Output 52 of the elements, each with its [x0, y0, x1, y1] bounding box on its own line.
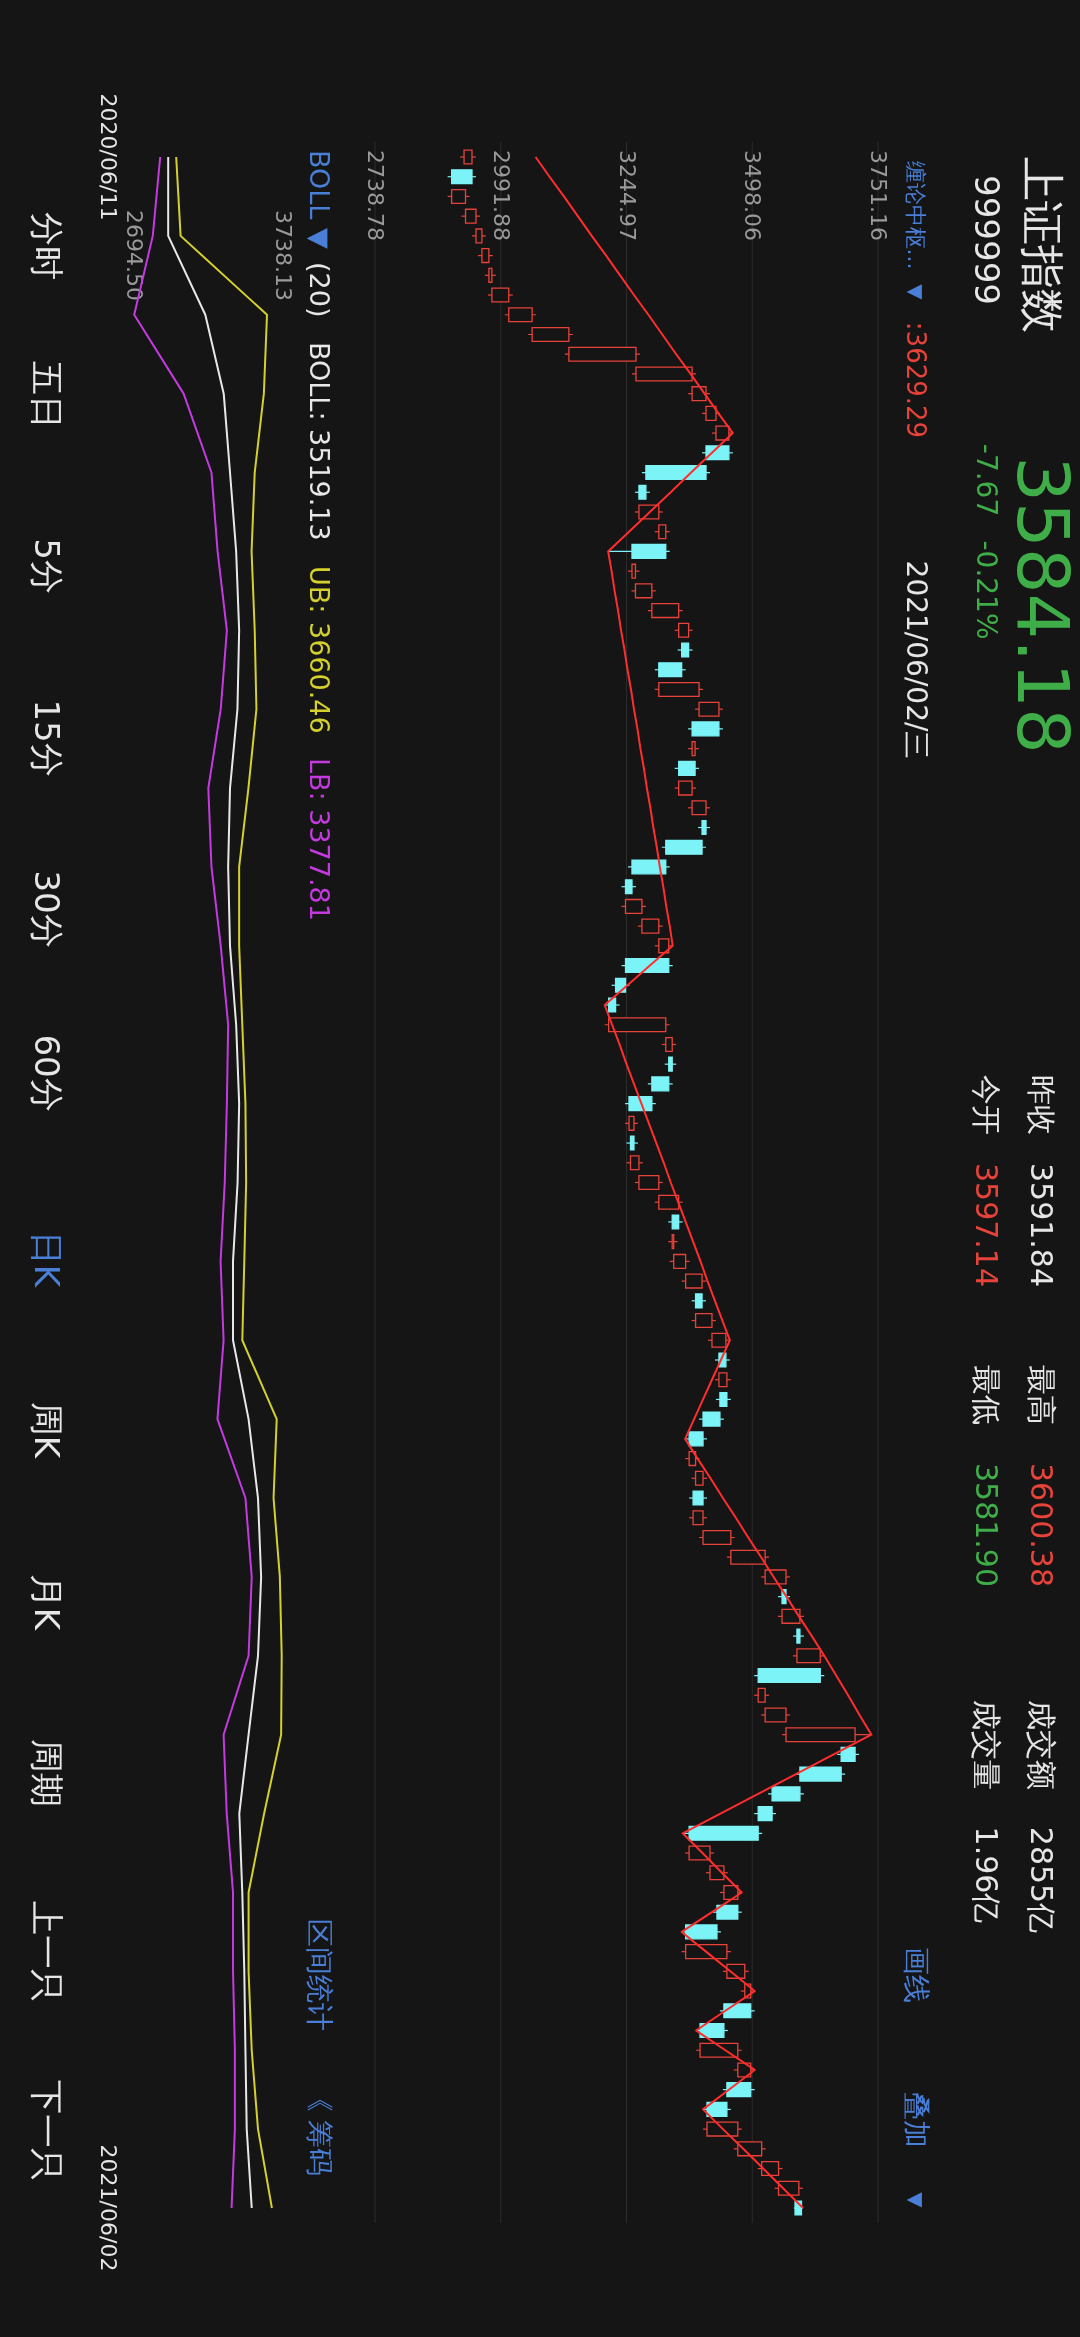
text: 最低 — [969, 1365, 1004, 1425]
text: 区间统计 — [303, 1919, 336, 2031]
text: 上一只 — [27, 1901, 67, 2003]
text: 30分 — [27, 870, 67, 948]
text: 月K — [27, 1573, 67, 1632]
text: 999999 — [967, 175, 1007, 305]
x-tick-label: 3498.06 — [740, 150, 766, 241]
text: 日K — [27, 1230, 67, 1289]
x-tick-label: 2738.78 — [363, 150, 388, 241]
y-tick-label: 2021/06/02 — [96, 2144, 121, 2272]
text: :3629.29 — [901, 321, 931, 439]
text: 周K — [27, 1401, 67, 1460]
x-tick-label: 3244.97 — [614, 150, 640, 241]
text: 周期 — [27, 1739, 67, 1807]
text: ▼ — [904, 284, 928, 301]
y-tick-label: 2020/06/11 — [96, 93, 121, 221]
text: BOLL: 3519.13 — [304, 342, 335, 541]
text: 分时 — [27, 212, 67, 280]
text: 3597.14 — [969, 1162, 1004, 1288]
text: 5分 — [27, 538, 67, 594]
text: 3591.84 — [1024, 1162, 1059, 1288]
text: 3600.38 — [1024, 1462, 1059, 1588]
x-tick-label: 3751.16 — [866, 150, 891, 241]
x-tick-label: 2694.50 — [122, 210, 147, 301]
x-tick-label: 2991.88 — [488, 150, 514, 241]
text: 《 筹码 — [303, 2083, 336, 2177]
text: -7.67 — [970, 443, 1003, 517]
text: -0.21% — [970, 540, 1003, 640]
text: 3581.90 — [969, 1462, 1004, 1588]
legend-title: (20) — [304, 262, 335, 318]
text: 成交量 — [969, 1700, 1004, 1790]
text: 3584.18 — [1001, 456, 1080, 754]
text: 今开 — [969, 1075, 1004, 1135]
text: 下一只 — [27, 2080, 67, 2182]
text: 1.96亿 — [969, 1826, 1004, 1924]
text: 60分 — [27, 1034, 67, 1112]
text: BOLL ▼ — [304, 150, 335, 249]
text: 2855亿 — [1024, 1826, 1059, 1934]
x-tick-label: 3738.13 — [271, 210, 296, 301]
text: 缠论中枢... — [903, 160, 928, 270]
text: LB: 3377.81 — [304, 758, 335, 921]
text: 上证指数 — [1017, 157, 1068, 333]
text: 2021/06/02/三 — [900, 560, 933, 760]
text: ▼ — [904, 2192, 928, 2209]
text: 成交额 — [1024, 1700, 1059, 1790]
text: 画线 — [900, 1947, 933, 2003]
text: 昨收 — [1024, 1075, 1059, 1135]
text: 五日 — [27, 361, 67, 429]
text: UB: 3660.46 — [304, 566, 335, 734]
text: 叠加 — [900, 2092, 933, 2148]
text: 最高 — [1024, 1365, 1059, 1425]
text: 15分 — [27, 699, 67, 777]
